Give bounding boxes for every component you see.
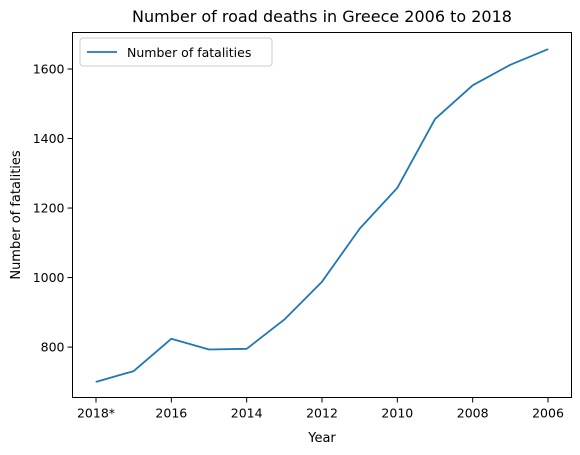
y-axis: 800 1000 1200 1400 1600 [33, 62, 73, 355]
x-axis-label: Year [307, 431, 336, 446]
plot-area [72, 32, 572, 398]
y-tick-label: 800 [41, 340, 65, 355]
x-axis: 2018* 2016 2014 2012 2010 2008 2006 [77, 397, 564, 421]
x-tick-label: 2014 [231, 406, 263, 421]
data-point [170, 338, 172, 340]
legend-box [79, 37, 273, 67]
data-point [208, 349, 210, 351]
series-line [95, 48, 549, 383]
legend-entry: Number of fatalities [127, 45, 251, 60]
data-point [359, 228, 361, 230]
x-tick-label: 2016 [155, 406, 187, 421]
y-tick-label: 1400 [33, 131, 65, 146]
data-point [547, 48, 549, 50]
legend: Number of fatalities [79, 37, 273, 67]
data-point [246, 348, 248, 350]
series-layer [95, 48, 549, 383]
x-tick-label: 2018* [77, 406, 115, 421]
data-point [472, 84, 474, 86]
x-tick-label: 2010 [381, 406, 413, 421]
data-point [509, 64, 511, 66]
data-point [434, 118, 436, 120]
y-tick-label: 1600 [33, 62, 65, 77]
y-tick-label: 1200 [33, 201, 65, 216]
data-point [396, 187, 398, 189]
data-point [133, 370, 135, 372]
data-point [283, 319, 285, 321]
chart-title: Number of road deaths in Greece 2006 to … [132, 7, 512, 26]
data-point [321, 281, 323, 283]
x-tick-label: 2012 [306, 406, 338, 421]
data-point [95, 381, 97, 383]
y-axis-label: Number of fatalities [9, 150, 24, 280]
y-tick-label: 1000 [33, 270, 65, 285]
x-tick-label: 2008 [457, 406, 489, 421]
x-tick-label: 2006 [532, 406, 564, 421]
